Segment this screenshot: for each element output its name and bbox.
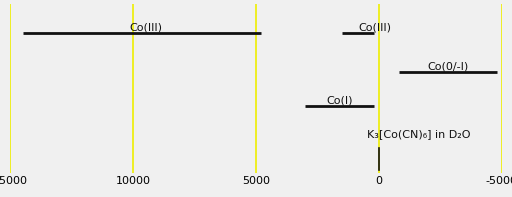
Text: Co(I): Co(I) [326,96,353,106]
Text: Co(III): Co(III) [129,23,162,33]
Text: K₃[Co(CN)₆] in D₂O: K₃[Co(CN)₆] in D₂O [367,129,470,139]
Text: Co(III): Co(III) [358,23,391,33]
Text: Co(0/-I): Co(0/-I) [427,62,468,72]
